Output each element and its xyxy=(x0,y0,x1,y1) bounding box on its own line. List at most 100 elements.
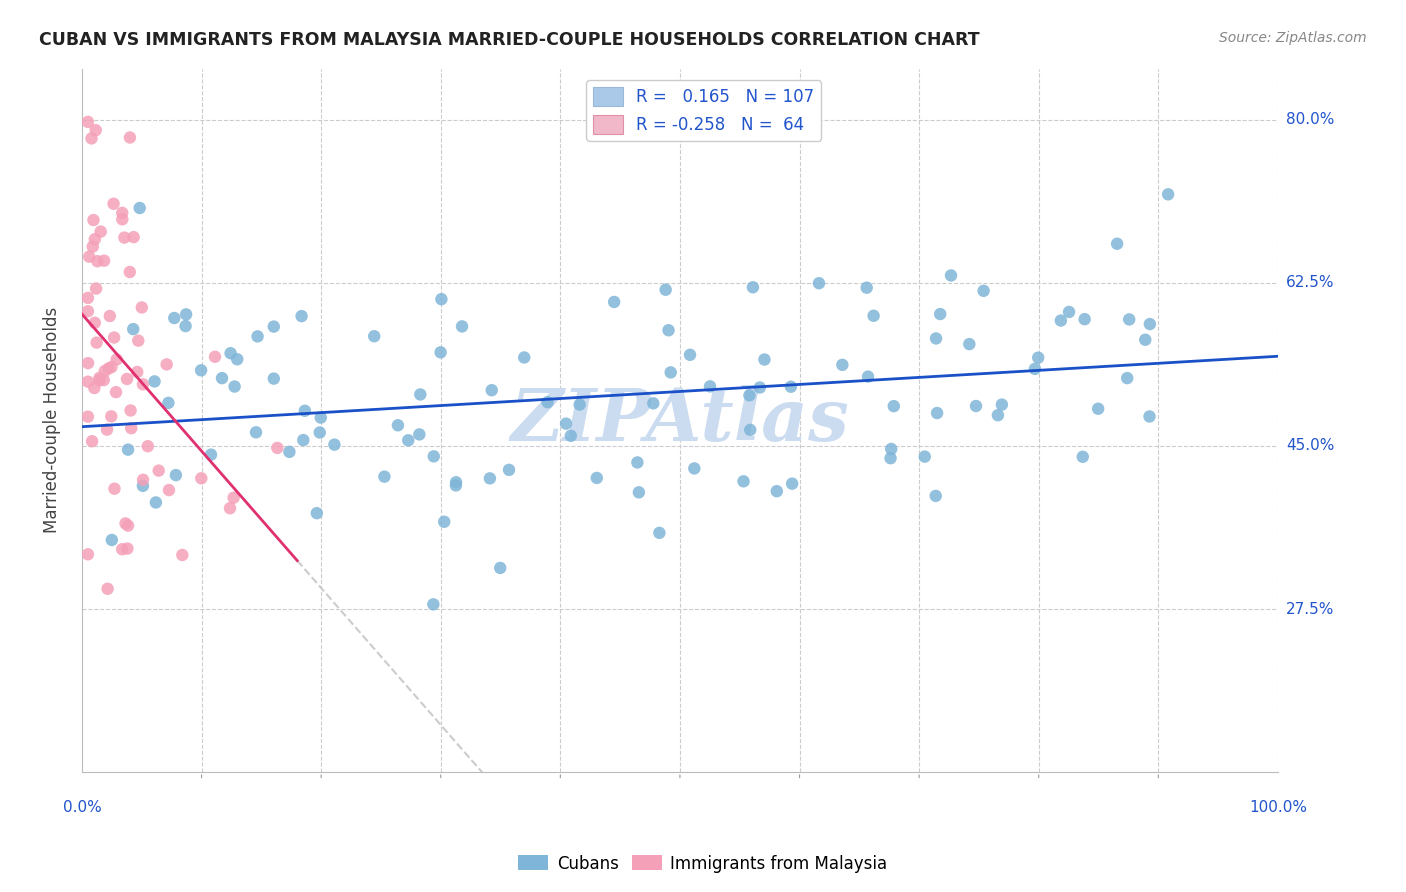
Point xyxy=(86,335,108,350)
Point xyxy=(136,439,159,453)
Point xyxy=(190,471,212,485)
Point xyxy=(748,380,770,394)
Point xyxy=(246,329,269,343)
Point xyxy=(408,427,430,442)
Legend: R =   0.165   N = 107, R = -0.258   N =  64: R = 0.165 N = 107, R = -0.258 N = 64 xyxy=(586,80,821,141)
Point xyxy=(172,548,194,562)
Point xyxy=(741,280,763,294)
Point xyxy=(396,434,419,448)
Point xyxy=(929,307,952,321)
Point xyxy=(132,377,155,392)
Text: Source: ZipAtlas.com: Source: ZipAtlas.com xyxy=(1219,31,1367,45)
Point xyxy=(422,598,444,612)
Point xyxy=(643,396,665,410)
Point xyxy=(433,515,456,529)
Point xyxy=(100,359,122,374)
Point xyxy=(122,230,145,244)
Point xyxy=(278,445,301,459)
Point xyxy=(363,329,385,343)
Point xyxy=(1118,312,1140,326)
Point xyxy=(831,358,853,372)
Text: 100.0%: 100.0% xyxy=(1249,800,1308,815)
Point xyxy=(222,491,245,505)
Point xyxy=(292,433,315,447)
Point xyxy=(754,352,776,367)
Point xyxy=(263,371,285,385)
Point xyxy=(1073,312,1095,326)
Point xyxy=(127,334,149,348)
Point xyxy=(100,409,122,424)
Legend: Cubans, Immigrants from Malaysia: Cubans, Immigrants from Malaysia xyxy=(512,848,894,880)
Point xyxy=(925,406,948,420)
Point xyxy=(80,131,103,145)
Point xyxy=(627,485,650,500)
Point xyxy=(77,291,100,305)
Point xyxy=(165,468,187,483)
Point xyxy=(101,533,124,547)
Point xyxy=(93,373,115,387)
Point xyxy=(114,516,136,531)
Point xyxy=(174,307,197,321)
Text: 62.5%: 62.5% xyxy=(1286,276,1334,291)
Point xyxy=(105,385,128,400)
Point xyxy=(174,319,197,334)
Point xyxy=(131,301,153,315)
Point xyxy=(626,455,648,469)
Point xyxy=(808,276,831,290)
Point xyxy=(1116,371,1139,385)
Point xyxy=(82,239,104,253)
Point xyxy=(603,295,626,310)
Point xyxy=(77,356,100,370)
Point xyxy=(77,547,100,561)
Point xyxy=(654,283,676,297)
Point xyxy=(1139,317,1161,331)
Text: 27.5%: 27.5% xyxy=(1286,601,1334,616)
Point xyxy=(77,115,100,129)
Point xyxy=(1057,305,1080,319)
Point xyxy=(211,371,233,385)
Point xyxy=(83,316,105,330)
Point xyxy=(536,395,558,409)
Point xyxy=(163,311,186,326)
Point xyxy=(780,476,803,491)
Point xyxy=(1107,236,1129,251)
Point xyxy=(308,425,330,440)
Point xyxy=(204,350,226,364)
Point xyxy=(765,484,787,499)
Point xyxy=(423,450,446,464)
Text: ZIPAtlas: ZIPAtlas xyxy=(510,384,849,456)
Point xyxy=(451,319,474,334)
Point xyxy=(498,463,520,477)
Point xyxy=(430,292,453,306)
Point xyxy=(305,506,328,520)
Point xyxy=(925,489,948,503)
Point xyxy=(111,212,134,227)
Point xyxy=(683,461,706,475)
Point xyxy=(560,429,582,443)
Point xyxy=(219,346,242,360)
Point xyxy=(118,130,141,145)
Point xyxy=(880,442,903,456)
Point xyxy=(657,323,679,337)
Point xyxy=(83,232,105,246)
Point xyxy=(156,358,179,372)
Point xyxy=(120,421,142,435)
Text: 80.0%: 80.0% xyxy=(1286,112,1334,128)
Point xyxy=(224,379,246,393)
Y-axis label: Married-couple Households: Married-couple Households xyxy=(44,307,60,533)
Text: 0.0%: 0.0% xyxy=(63,800,101,815)
Point xyxy=(132,479,155,493)
Point xyxy=(143,375,166,389)
Point xyxy=(84,282,107,296)
Point xyxy=(991,398,1014,412)
Point xyxy=(89,373,111,387)
Point xyxy=(148,464,170,478)
Point xyxy=(1071,450,1094,464)
Point xyxy=(323,437,346,451)
Point xyxy=(290,309,312,323)
Point xyxy=(478,471,501,485)
Point xyxy=(97,361,120,376)
Point xyxy=(679,348,702,362)
Point xyxy=(855,281,877,295)
Point xyxy=(90,225,112,239)
